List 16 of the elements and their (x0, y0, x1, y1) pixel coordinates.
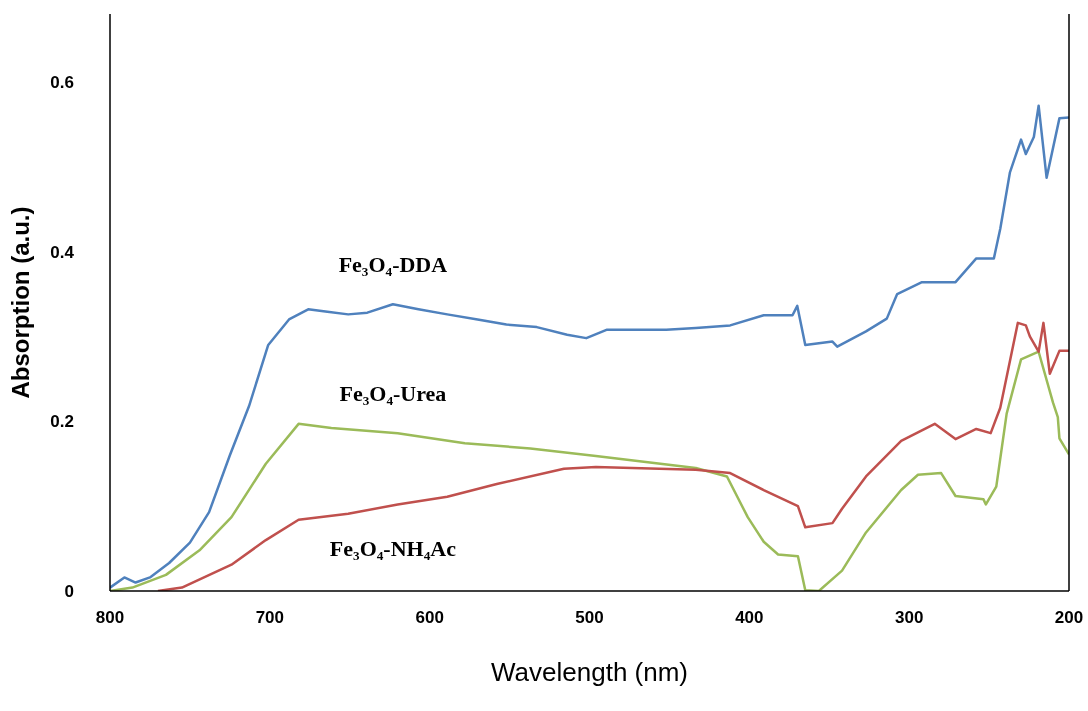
y-axis-title: Absorption (a.u.) (6, 206, 34, 399)
x-tick-label: 800 (95, 608, 125, 628)
y-tick-label: 0.4 (50, 242, 75, 262)
series-label: Fe₃O₄-Urea (339, 381, 447, 407)
x-tick-label: 300 (894, 608, 924, 628)
x-tick-label: 500 (575, 608, 604, 628)
series-label: Fe₃O₄-NH₄Ac (329, 536, 457, 562)
y-tick-label: 0.6 (50, 72, 74, 92)
y-tick-label: 0 (64, 582, 74, 602)
y-tick-label: 0.2 (50, 412, 74, 432)
x-axis-title: Wavelength (nm) (491, 657, 688, 687)
x-tick-label: 400 (735, 608, 764, 628)
series-label: Fe₃O₄-DDA (338, 252, 448, 278)
x-tick-label: 600 (415, 608, 444, 628)
x-tick-label: 700 (255, 608, 285, 628)
x-tick-label: 200 (1054, 608, 1084, 628)
